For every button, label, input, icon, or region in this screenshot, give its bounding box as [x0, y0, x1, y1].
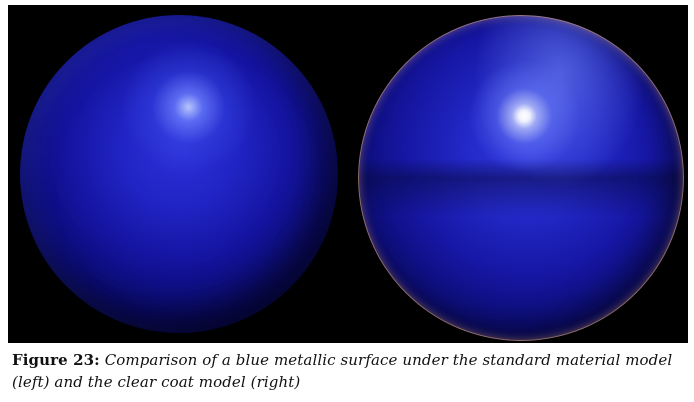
figure-caption: Figure 23: Comparison of a blue metallic… [12, 349, 688, 393]
figure-label: Figure 23: [12, 351, 100, 369]
render-comparison-image [8, 5, 688, 343]
figure-caption-text: Comparison of a blue metallic surface un… [12, 351, 673, 391]
clear-coat-rim-highlight [358, 15, 684, 341]
standard-material-sphere [20, 15, 338, 333]
